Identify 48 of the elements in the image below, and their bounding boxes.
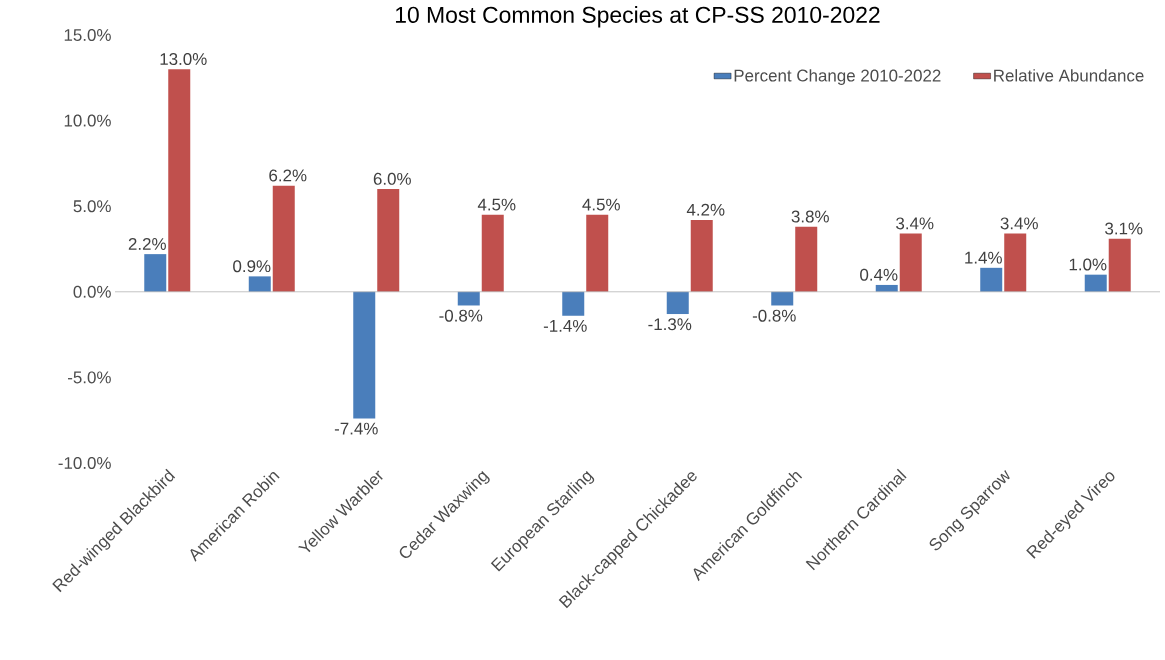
- y-tick-label: -5.0%: [68, 371, 111, 384]
- data-label: 6.0%: [373, 172, 411, 185]
- data-label: 0.4%: [860, 268, 898, 281]
- data-label: -7.4%: [334, 422, 378, 435]
- y-tick-label: 0.0%: [73, 285, 111, 298]
- data-label: 0.9%: [233, 260, 271, 273]
- bar: [1084, 274, 1107, 292]
- bar: [1004, 233, 1027, 292]
- data-label: -0.8%: [439, 309, 483, 322]
- chart-title: 10 Most Common Species at CP-SS 2010-2022: [395, 6, 880, 28]
- bar: [690, 219, 713, 292]
- bar: [771, 291, 794, 306]
- bar: [666, 291, 689, 315]
- data-label: 1.4%: [965, 251, 1002, 264]
- bar: [1108, 238, 1131, 292]
- bar: [377, 189, 400, 292]
- data-label: 4.5%: [477, 198, 516, 211]
- y-tick-label: 10.0%: [64, 114, 111, 127]
- y-tick-label: 15.0%: [64, 28, 111, 41]
- legend-label: Relative Abundance: [994, 69, 1144, 82]
- data-label: 4.2%: [686, 203, 725, 216]
- data-label: 2.2%: [128, 237, 166, 250]
- data-label: 3.4%: [896, 217, 934, 230]
- y-tick-label: 5.0%: [73, 200, 111, 213]
- data-label: 3.4%: [1000, 217, 1038, 230]
- bar: [144, 254, 167, 292]
- data-label: -0.8%: [752, 309, 796, 322]
- bar: [586, 214, 609, 292]
- bar: [168, 69, 191, 292]
- bar: [899, 233, 922, 292]
- data-label: 3.1%: [1105, 222, 1143, 235]
- bar: [980, 267, 1003, 292]
- data-label: 4.5%: [582, 198, 620, 211]
- data-label: 1.0%: [1069, 258, 1107, 271]
- bar: [481, 214, 504, 292]
- bar: [457, 291, 480, 306]
- y-tick-label: -10.0%: [58, 456, 111, 469]
- data-label: -1.4%: [543, 319, 587, 332]
- bar: [562, 291, 585, 316]
- data-label: 3.8%: [791, 210, 829, 223]
- bar: [795, 226, 818, 292]
- data-label: -1.3%: [648, 318, 692, 331]
- data-label: 6.2%: [269, 169, 307, 182]
- data-label: 13.0%: [160, 53, 207, 66]
- bar: [248, 276, 271, 292]
- bar: [353, 291, 376, 419]
- bar: [272, 185, 295, 292]
- legend-label: Percent Change 2010-2022: [734, 69, 941, 85]
